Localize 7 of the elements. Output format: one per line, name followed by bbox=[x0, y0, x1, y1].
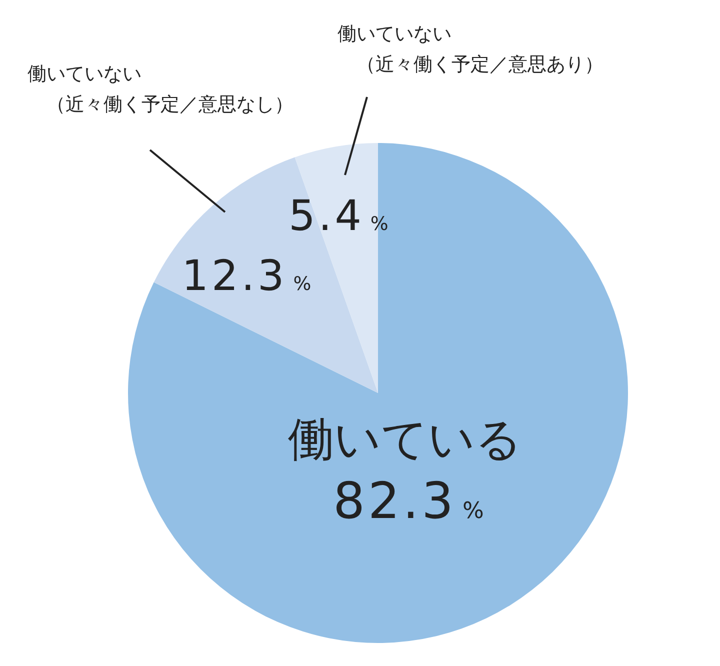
pie-slice bbox=[128, 143, 628, 643]
data-label: 82.3% bbox=[333, 472, 487, 530]
slice-label: 働いていない（近々働く予定／意思あり） bbox=[338, 23, 604, 76]
slice-label: 働いている bbox=[288, 412, 522, 466]
data-label: 5.4% bbox=[288, 191, 392, 240]
data-label: 12.3% bbox=[182, 251, 314, 300]
slice-label: 働いていない（近々働く予定／意思なし） bbox=[28, 63, 294, 116]
